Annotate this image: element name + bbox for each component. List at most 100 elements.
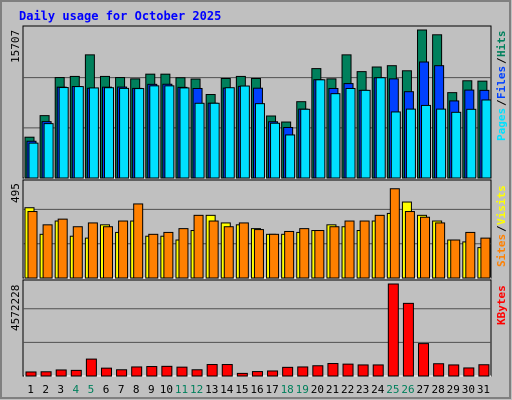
kbytes-bar [176, 366, 188, 377]
legend-separator: / [495, 225, 508, 232]
sites-bar [178, 228, 189, 279]
pages-bar [330, 93, 341, 179]
legend-files: Files [495, 66, 508, 99]
pages-bar [315, 79, 326, 179]
kbytes-bar [433, 363, 445, 377]
kbytes-bar [161, 365, 173, 377]
sites-bar [87, 222, 98, 279]
kbytes-bar [236, 372, 248, 377]
pages-bar [390, 111, 401, 179]
sites-bar [102, 226, 113, 279]
sites-bar [269, 233, 280, 279]
sites-bar [404, 211, 415, 279]
x-tick-label: 1 [27, 383, 34, 396]
pages-bar [436, 108, 447, 179]
legend-visits: Visits [495, 185, 508, 225]
kbytes-bar [463, 367, 475, 377]
kbytes-bar [402, 302, 414, 377]
x-tick-label: 20 [311, 383, 324, 396]
sites-bar [57, 218, 68, 279]
pages-bar [179, 87, 190, 179]
sites-bar [193, 214, 204, 279]
pages-bar [73, 86, 84, 179]
pages-bar [119, 87, 130, 179]
kbytes-bar [418, 343, 430, 377]
sites-bar [133, 203, 144, 279]
sites-bar [299, 228, 310, 279]
x-tick-label: 8 [133, 383, 140, 396]
legend-separator: / [495, 57, 508, 64]
pages-bar [270, 122, 281, 179]
kbytes-bar [191, 369, 203, 377]
sites-bar [344, 220, 355, 279]
sites-bar [480, 237, 491, 279]
y-axis-max-label-bottom: 4572228 [9, 285, 22, 331]
x-tick-label: 13 [205, 383, 218, 396]
sites-bar [389, 188, 400, 279]
kbytes-bar [116, 369, 128, 377]
x-tick-label: 11 [175, 383, 188, 396]
legend-kbytes: KBytes [495, 285, 508, 325]
kbytes-bar [372, 364, 384, 377]
kbytes-bar [146, 366, 158, 377]
pages-bar [375, 77, 386, 179]
pages-bar [209, 102, 220, 179]
x-tick-label: 24 [371, 383, 385, 396]
pages-bar [285, 134, 296, 179]
legend-separator: / [495, 99, 508, 106]
x-tick-label: 5 [88, 383, 95, 396]
pages-bar [194, 102, 205, 179]
pages-bar [239, 85, 250, 179]
x-tick-label: 17 [265, 383, 278, 396]
x-tick-label: 12 [190, 383, 203, 396]
pages-bar [451, 111, 462, 179]
sites-bar [148, 233, 159, 279]
pages-bar [149, 85, 160, 179]
sites-bar [359, 220, 370, 279]
pages-bar [58, 87, 69, 179]
kbytes-bar [25, 371, 37, 377]
sites-bar [420, 216, 431, 279]
pages-bar [164, 85, 175, 179]
sites-bar [223, 226, 234, 279]
kbytes-bar [100, 367, 112, 377]
sites-bar [465, 231, 476, 279]
pages-bar [43, 123, 54, 179]
sites-bar [208, 220, 219, 279]
x-tick-label: 22 [341, 383, 354, 396]
sites-bar [72, 226, 83, 279]
x-tick-label: 3 [57, 383, 64, 396]
pages-bar [224, 87, 235, 179]
sites-bar [118, 220, 129, 279]
x-tick-label: 6 [103, 383, 110, 396]
y-axis-max-label-top: 15707 [9, 30, 22, 63]
kbytes-bar [55, 369, 67, 377]
pages-bar [466, 108, 477, 179]
kbytes-bar [312, 365, 324, 377]
sites-bar [238, 222, 249, 279]
sites-bar [435, 222, 446, 279]
x-tick-label: 29 [447, 383, 460, 396]
sites-bar [253, 229, 264, 279]
kbytes-bar [387, 283, 399, 377]
sites-bar [450, 239, 461, 279]
x-tick-label: 10 [160, 383, 173, 396]
pages-bar [134, 88, 145, 179]
sites-bar [329, 226, 340, 279]
kbytes-bar [40, 371, 52, 377]
sites-bar [163, 231, 174, 279]
x-tick-label: 28 [432, 383, 445, 396]
pages-bar [88, 87, 99, 179]
x-tick-label: 23 [356, 383, 369, 396]
kbytes-bar [131, 366, 143, 377]
kbytes-bar [206, 364, 218, 377]
sites-bar [27, 211, 38, 279]
kbytes-bar [70, 369, 82, 377]
x-tick-label: 7 [118, 383, 125, 396]
kbytes-bar [478, 364, 490, 377]
x-tick-label: 30 [462, 383, 475, 396]
x-tick-label: 15 [235, 383, 248, 396]
x-tick-label: 26 [401, 383, 414, 396]
pages-bar [254, 103, 265, 179]
